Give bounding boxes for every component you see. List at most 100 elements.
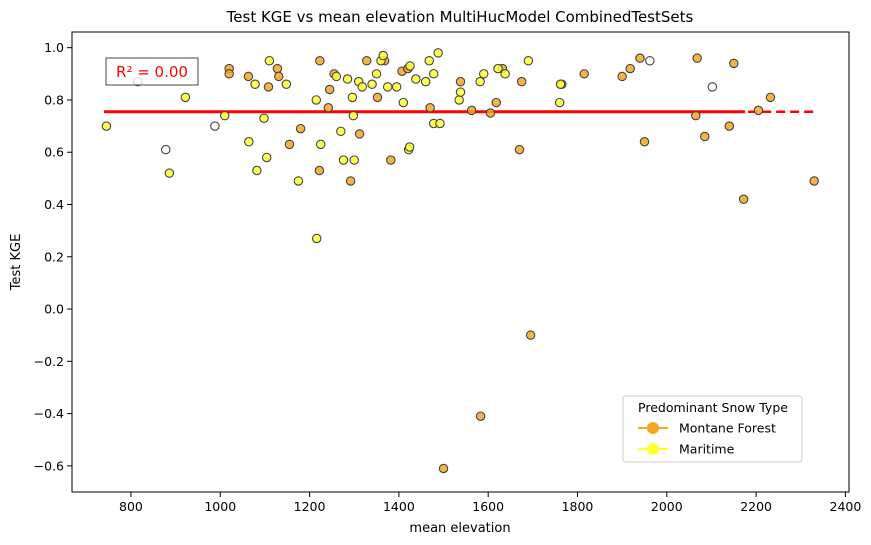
data-point <box>525 330 536 340</box>
data-point <box>700 131 710 142</box>
x-tick-label: 1000 <box>204 499 236 514</box>
data-point <box>281 79 292 90</box>
data-point <box>707 82 718 92</box>
data-point <box>579 69 589 79</box>
legend-entries: Montane Forest Maritime <box>638 421 776 457</box>
legend-box <box>622 395 803 463</box>
data-point <box>293 176 304 186</box>
data-point <box>809 176 819 186</box>
scatter-points <box>101 48 819 474</box>
data-point <box>164 168 175 178</box>
data-point <box>398 97 409 108</box>
data-point <box>101 121 112 131</box>
data-point <box>224 69 234 79</box>
data-point <box>336 126 346 137</box>
data-point <box>338 155 349 165</box>
data-point <box>691 110 701 121</box>
x-tick-label: 1200 <box>294 499 326 514</box>
y-axis-ticks: 1.0 0.8 0.6 0.4 0.2 0.0 −0.2 −0.4 −0.6 <box>34 40 72 473</box>
y-axis-label: Test KGE <box>9 234 24 292</box>
data-point <box>475 411 486 421</box>
data-point <box>455 76 466 87</box>
y-tick-label: −0.6 <box>34 458 64 473</box>
annotation-text: R² = 0.00 <box>116 63 188 81</box>
data-point <box>433 48 443 58</box>
data-point <box>311 95 322 105</box>
data-point <box>425 103 435 113</box>
data-point <box>361 55 372 66</box>
legend-title: Predominant Snow Type <box>638 400 788 415</box>
data-point <box>250 79 260 90</box>
y-tick-label: −0.4 <box>34 406 64 421</box>
data-point <box>295 123 306 134</box>
y-tick-label: 0.2 <box>44 249 64 264</box>
data-point <box>516 76 527 87</box>
data-point <box>264 55 275 66</box>
y-tick-label: 0.4 <box>44 197 64 212</box>
data-point <box>349 155 359 165</box>
data-point <box>323 103 334 113</box>
data-point <box>753 105 764 116</box>
x-axis-ticks: 800 1000 1200 1400 1600 1800 2000 2200 2400 <box>119 492 861 514</box>
y-tick-label: 0.6 <box>44 145 64 160</box>
data-point <box>404 142 415 152</box>
x-tick-label: 2000 <box>651 499 683 514</box>
data-point <box>382 82 393 92</box>
data-point <box>523 55 534 66</box>
data-point <box>371 69 382 79</box>
x-tick-label: 1400 <box>383 499 415 514</box>
x-tick-label: 1800 <box>562 499 594 514</box>
data-point <box>386 155 396 165</box>
data-point <box>331 71 342 82</box>
data-point <box>315 55 325 66</box>
data-point <box>261 152 272 163</box>
y-tick-label: 1.0 <box>44 40 64 55</box>
data-point <box>435 118 445 129</box>
data-point <box>161 144 171 155</box>
legend-label: Montane Forest <box>679 421 776 436</box>
data-point <box>428 69 439 79</box>
data-point <box>625 63 635 74</box>
legend: Predominant Snow Type Montane Forest Mari… <box>622 395 803 463</box>
data-point <box>252 165 262 176</box>
data-point <box>635 53 645 63</box>
data-point <box>645 55 655 66</box>
data-point <box>738 194 749 205</box>
data-point <box>284 139 295 150</box>
data-point <box>411 74 421 84</box>
data-point <box>485 108 496 118</box>
data-point <box>372 92 383 103</box>
data-point <box>466 105 477 116</box>
data-point <box>493 63 503 74</box>
data-point <box>324 84 335 95</box>
data-point <box>259 113 269 124</box>
data-point <box>639 137 650 147</box>
data-point <box>348 110 359 121</box>
data-point <box>478 69 489 79</box>
data-point <box>692 53 702 63</box>
data-point <box>391 82 402 92</box>
data-point <box>357 82 368 92</box>
data-point <box>405 61 415 71</box>
data-point <box>180 92 191 103</box>
x-tick-label: 2400 <box>830 499 862 514</box>
y-tick-label: −0.2 <box>34 354 64 369</box>
data-point <box>274 71 284 82</box>
data-point <box>420 76 431 87</box>
data-point <box>617 71 627 82</box>
legend-label: Maritime <box>679 442 735 457</box>
data-point <box>244 137 254 147</box>
data-point <box>491 97 501 108</box>
data-point <box>342 74 353 84</box>
legend-marker <box>647 422 659 434</box>
data-point <box>210 121 220 131</box>
data-point <box>345 176 356 186</box>
y-tick-label: 0.0 <box>44 302 64 317</box>
data-point <box>455 87 466 97</box>
chart-title: Test KGE vs mean elevation MultiHucModel… <box>226 8 694 26</box>
data-point <box>263 82 274 92</box>
data-point <box>765 92 776 103</box>
data-point <box>347 92 358 103</box>
data-point <box>219 110 230 121</box>
